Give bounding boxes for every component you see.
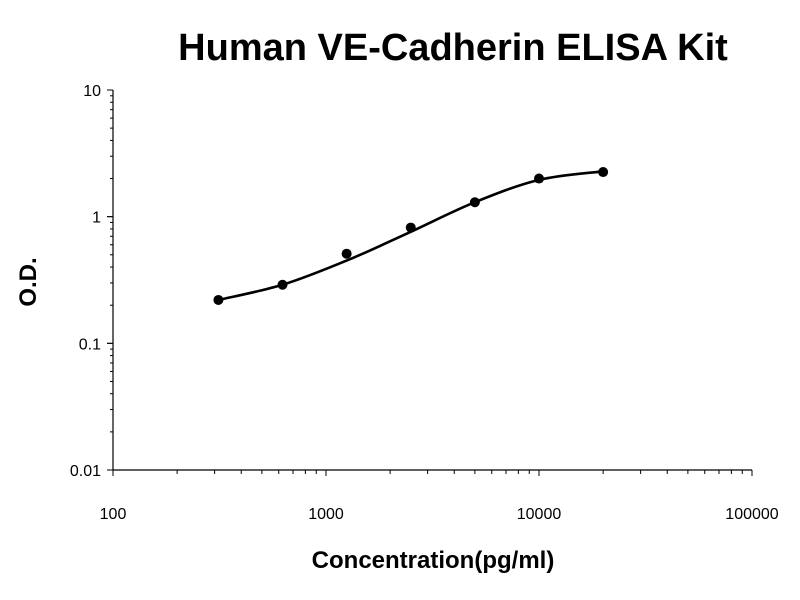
ticks bbox=[107, 89, 753, 476]
y-tick-label: 0.1 bbox=[79, 336, 101, 353]
data-point bbox=[598, 167, 609, 178]
x-tick-label: 10000 bbox=[517, 506, 562, 523]
fit-curve bbox=[217, 170, 605, 302]
y-tick-label: 0.01 bbox=[70, 463, 101, 480]
y-tick-label: 1 bbox=[92, 210, 101, 227]
data-points bbox=[213, 167, 609, 305]
data-point bbox=[277, 279, 288, 290]
data-point bbox=[341, 248, 352, 259]
y-axis-label: O.D. bbox=[15, 257, 42, 306]
x-tick-label: 100000 bbox=[725, 506, 778, 523]
x-axis-label: Concentration(pg/ml) bbox=[312, 547, 555, 574]
fit-curve-line bbox=[217, 170, 605, 302]
data-point bbox=[213, 294, 224, 305]
tick-labels: 0.01 0.1 1 10 100 1000 10000 100000 bbox=[70, 83, 779, 523]
data-point bbox=[534, 173, 544, 184]
axes bbox=[112, 90, 752, 471]
y-tick-label: 10 bbox=[83, 83, 101, 100]
x-tick-label: 1000 bbox=[308, 506, 344, 523]
data-point bbox=[469, 197, 480, 208]
data-point bbox=[405, 222, 416, 233]
x-tick-label: 100 bbox=[100, 506, 127, 523]
chart-title: Human VE-Cadherin ELISA Kit bbox=[178, 27, 728, 69]
